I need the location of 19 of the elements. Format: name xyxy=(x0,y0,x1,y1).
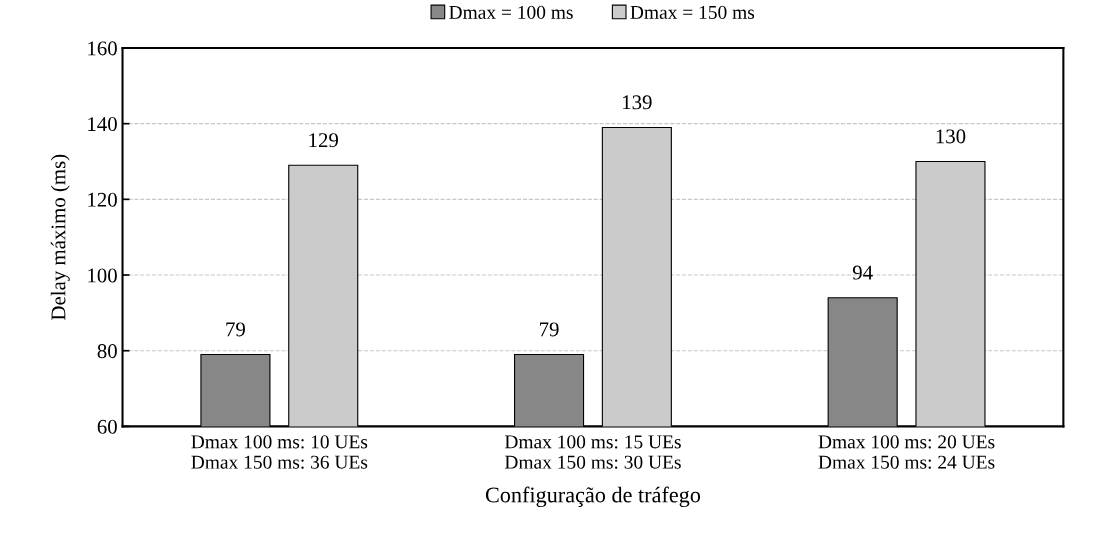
data-label: 129 xyxy=(309,133,339,148)
data-label: 94 xyxy=(852,265,873,280)
legend-label: Dmax = 100 ms xyxy=(449,5,573,19)
data-label: 79 xyxy=(540,322,559,337)
y-tick-label: 140 xyxy=(88,117,117,132)
y-tick-label: 100 xyxy=(88,268,117,283)
x-tick-label: Dmax 100 ms: 15 UEs Dmax 150 ms: 30 UEs xyxy=(504,435,681,469)
data-label: 79 xyxy=(226,322,245,337)
x-tick-label: Dmax 100 ms: 20 UEs Dmax 150 ms: 24 UEs xyxy=(818,435,995,469)
x-tick-label: Dmax 100 ms: 10 UEs Dmax 150 ms: 36 UEs xyxy=(191,435,368,469)
y-tick-label: 160 xyxy=(88,41,117,56)
y-tick-label: 80 xyxy=(97,344,117,359)
y-tick-label: 120 xyxy=(88,192,117,207)
legend-label: Dmax = 150 ms xyxy=(630,5,755,19)
y-axis-title: Delay máximo (ms) xyxy=(50,154,70,320)
y-tick-label: 60 xyxy=(97,419,117,434)
data-label: 139 xyxy=(623,95,652,110)
x-axis-title: Configuração de tráfego xyxy=(485,486,701,508)
data-label: 130 xyxy=(936,129,966,144)
